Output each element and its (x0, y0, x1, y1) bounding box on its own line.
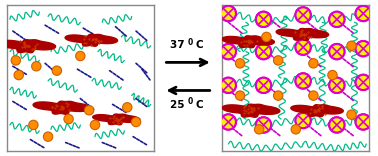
Text: C: C (195, 40, 203, 50)
Circle shape (256, 78, 271, 93)
Circle shape (256, 44, 271, 60)
Circle shape (235, 91, 245, 100)
Circle shape (355, 74, 371, 90)
Text: C: C (195, 100, 203, 110)
Polygon shape (33, 101, 91, 114)
Circle shape (329, 78, 344, 93)
Circle shape (220, 114, 236, 130)
Circle shape (90, 120, 100, 130)
Circle shape (329, 77, 345, 93)
Circle shape (309, 59, 318, 68)
Circle shape (356, 41, 371, 56)
Circle shape (329, 11, 345, 27)
Circle shape (274, 56, 283, 65)
Circle shape (355, 41, 371, 57)
Circle shape (220, 5, 236, 22)
Circle shape (329, 44, 345, 60)
Circle shape (220, 44, 236, 60)
Circle shape (64, 114, 73, 124)
Polygon shape (276, 29, 328, 40)
Circle shape (329, 12, 344, 27)
Circle shape (254, 125, 264, 134)
Polygon shape (291, 105, 343, 117)
Circle shape (328, 70, 337, 80)
Circle shape (329, 117, 345, 133)
Polygon shape (222, 104, 280, 117)
Circle shape (84, 106, 94, 115)
Circle shape (11, 56, 20, 65)
Circle shape (14, 70, 23, 80)
Text: 0: 0 (188, 38, 193, 47)
Polygon shape (0, 40, 56, 53)
Polygon shape (222, 36, 274, 48)
Circle shape (295, 39, 311, 55)
Circle shape (256, 117, 271, 133)
Circle shape (221, 78, 236, 93)
Polygon shape (93, 114, 140, 125)
Circle shape (296, 113, 311, 128)
Circle shape (329, 117, 344, 133)
Circle shape (220, 77, 236, 93)
Circle shape (43, 132, 53, 141)
Circle shape (274, 91, 283, 100)
Polygon shape (65, 34, 118, 46)
Text: 37: 37 (170, 40, 188, 50)
Circle shape (309, 91, 318, 100)
Circle shape (356, 114, 371, 130)
Circle shape (295, 7, 311, 23)
Circle shape (291, 125, 301, 134)
Circle shape (295, 73, 311, 89)
Circle shape (356, 75, 371, 90)
Circle shape (52, 66, 62, 75)
Circle shape (29, 120, 38, 130)
Circle shape (256, 77, 271, 93)
Circle shape (132, 117, 141, 127)
Circle shape (347, 110, 356, 119)
Circle shape (296, 73, 311, 89)
Circle shape (296, 7, 311, 23)
Circle shape (256, 12, 271, 27)
Circle shape (295, 112, 311, 129)
Circle shape (356, 6, 371, 21)
Circle shape (221, 114, 236, 130)
Circle shape (221, 6, 236, 21)
Circle shape (32, 62, 41, 71)
Circle shape (76, 51, 85, 61)
Circle shape (347, 41, 356, 50)
Circle shape (355, 5, 371, 22)
Circle shape (122, 103, 132, 112)
Circle shape (256, 44, 271, 59)
Circle shape (256, 117, 271, 133)
Circle shape (329, 44, 344, 59)
Text: 0: 0 (188, 97, 193, 106)
Circle shape (221, 44, 236, 59)
Circle shape (355, 114, 371, 130)
Circle shape (235, 59, 245, 68)
Circle shape (296, 40, 311, 55)
Circle shape (256, 11, 271, 27)
Text: 25: 25 (170, 100, 188, 110)
Circle shape (262, 32, 271, 42)
